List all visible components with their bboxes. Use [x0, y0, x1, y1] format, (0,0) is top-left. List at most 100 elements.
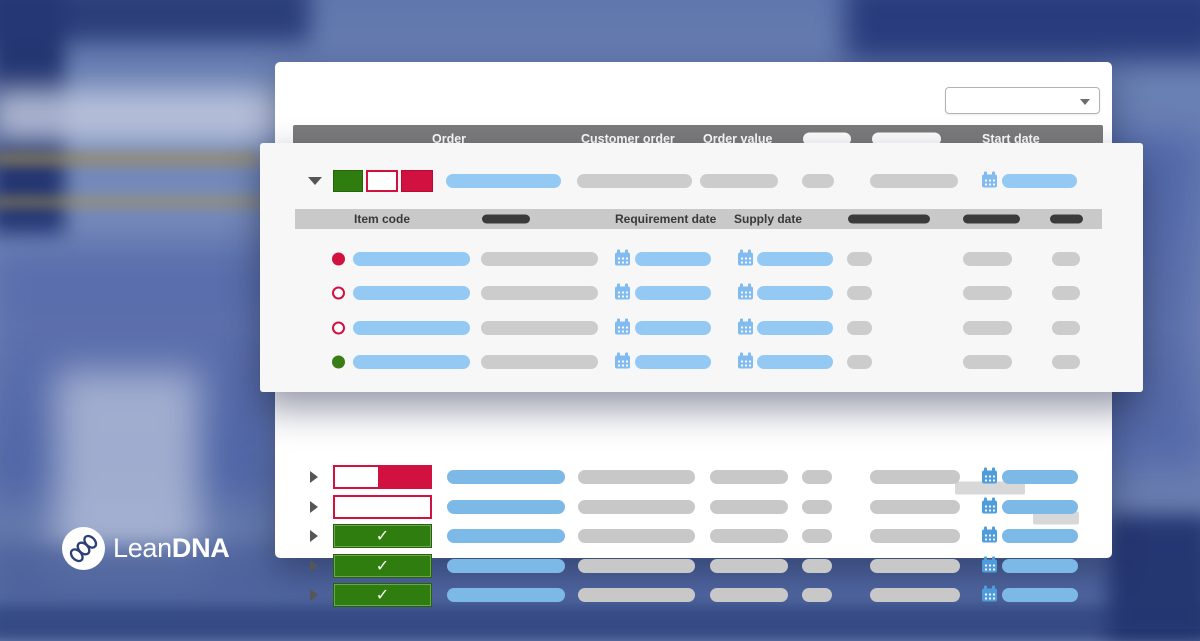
- start-date-placeholder: [1002, 174, 1077, 188]
- column-header-order: Order: [432, 132, 467, 146]
- order-value-placeholder: [710, 500, 788, 514]
- value-placeholder: [802, 500, 832, 514]
- calendar-icon: [615, 283, 630, 300]
- chevron-down-icon: [1080, 98, 1090, 105]
- order-placeholder: [446, 174, 561, 188]
- calendar-icon: [615, 249, 630, 266]
- column-header-placeholder: [963, 214, 1020, 224]
- order-placeholder: [447, 588, 565, 602]
- item-row[interactable]: [260, 313, 1143, 343]
- check-icon: ✓: [375, 587, 390, 604]
- check-icon: ✓: [375, 558, 390, 575]
- status-badge: ✓: [333, 495, 432, 519]
- requirement-date-placeholder: [635, 321, 711, 335]
- supply-date-placeholder: [757, 286, 833, 300]
- chevron-right-icon[interactable]: [310, 560, 318, 572]
- background-shape: [0, 0, 310, 42]
- value-placeholder: [963, 355, 1012, 369]
- calendar-icon: [615, 352, 630, 369]
- calendar-icon: [982, 467, 997, 484]
- item-row[interactable]: [260, 278, 1143, 308]
- expanded-order-row[interactable]: [260, 166, 1143, 196]
- status-red-segment: [380, 465, 432, 489]
- order-value-placeholder: [710, 470, 788, 484]
- value-placeholder: [847, 321, 872, 335]
- status-badge: [401, 170, 433, 192]
- value-placeholder: [802, 174, 834, 188]
- logo-wordmark: LeanDNA: [113, 533, 230, 564]
- value-placeholder: [870, 559, 960, 573]
- item-status-dot: [332, 321, 345, 335]
- calendar-icon: [982, 556, 997, 573]
- order-value-placeholder: [710, 529, 788, 543]
- column-header-supply-date: Supply date: [734, 212, 803, 226]
- dropdown-placeholder-block: [955, 481, 1025, 495]
- start-date-placeholder: [1002, 500, 1078, 514]
- chevron-right-icon[interactable]: [310, 471, 318, 483]
- value-placeholder: [1052, 355, 1080, 369]
- customer-order-placeholder: [578, 529, 695, 543]
- value-placeholder: [802, 559, 832, 573]
- column-header-placeholder: [803, 132, 851, 146]
- order-value-placeholder: [710, 588, 788, 602]
- item-code-placeholder: [353, 355, 470, 369]
- item-row[interactable]: [260, 244, 1143, 274]
- column-header-placeholder: [848, 214, 930, 224]
- table-row[interactable]: ✓: [275, 580, 1112, 610]
- value-placeholder: [1052, 321, 1080, 335]
- status-empty-segment: [333, 465, 380, 489]
- order-placeholder: [447, 529, 565, 543]
- chevron-right-icon[interactable]: [310, 501, 318, 513]
- background-shape: [0, 196, 265, 208]
- status-badge: ✓: [333, 524, 432, 548]
- column-header-requirement-date: Requirement date: [615, 212, 717, 226]
- filter-dropdown[interactable]: [945, 87, 1100, 525]
- column-header-item-code: Item code: [354, 212, 411, 226]
- logo-text-dna: DNA: [171, 533, 230, 563]
- order-value-placeholder: [710, 559, 788, 573]
- column-header-order-value: Order value: [703, 132, 773, 146]
- item-code-placeholder: [353, 321, 470, 335]
- order-placeholder: [447, 470, 565, 484]
- item-status-dot: [332, 252, 345, 266]
- item-table-header-bar: Item code Requirement date Supply date: [295, 209, 1102, 229]
- table-row[interactable]: ✓: [275, 551, 1112, 581]
- table-row[interactable]: ✓: [275, 462, 1112, 492]
- background-shape: [0, 152, 260, 166]
- item-status-dot: [332, 286, 345, 300]
- calendar-icon: [738, 283, 753, 300]
- value-placeholder: [802, 588, 832, 602]
- calendar-icon: [982, 497, 997, 514]
- value-placeholder: [963, 252, 1012, 266]
- column-header-placeholder: [482, 214, 530, 224]
- calendar-icon: [738, 249, 753, 266]
- table-row[interactable]: ✓: [275, 492, 1112, 522]
- value-placeholder: [802, 470, 832, 484]
- supply-date-placeholder: [757, 321, 833, 335]
- value-placeholder: [870, 500, 960, 514]
- chevron-down-icon[interactable]: [308, 177, 322, 185]
- check-icon: ✓: [375, 528, 390, 545]
- status-badge: [333, 170, 363, 192]
- value-placeholder: [847, 355, 872, 369]
- chevron-right-icon[interactable]: [310, 530, 318, 542]
- chevron-right-icon[interactable]: [310, 589, 318, 601]
- table-row[interactable]: ✓: [275, 521, 1112, 551]
- column-header-customer-order: Customer order: [581, 132, 675, 146]
- value-placeholder: [963, 321, 1012, 335]
- status-badge: ✓: [333, 465, 432, 489]
- requirement-date-placeholder: [635, 286, 711, 300]
- value-placeholder: [870, 529, 960, 543]
- start-date-placeholder: [1002, 559, 1078, 573]
- value-placeholder: [847, 286, 872, 300]
- column-header-placeholder: [1050, 214, 1083, 224]
- item-row[interactable]: [260, 347, 1143, 377]
- item-code-placeholder: [353, 252, 470, 266]
- column-header-start-date: Start date: [982, 132, 1040, 146]
- status-badge: [366, 170, 398, 192]
- customer-order-placeholder: [578, 500, 695, 514]
- value-placeholder: [963, 286, 1012, 300]
- start-date-placeholder: [1002, 470, 1078, 484]
- value-placeholder: [802, 529, 832, 543]
- value-placeholder: [870, 470, 960, 484]
